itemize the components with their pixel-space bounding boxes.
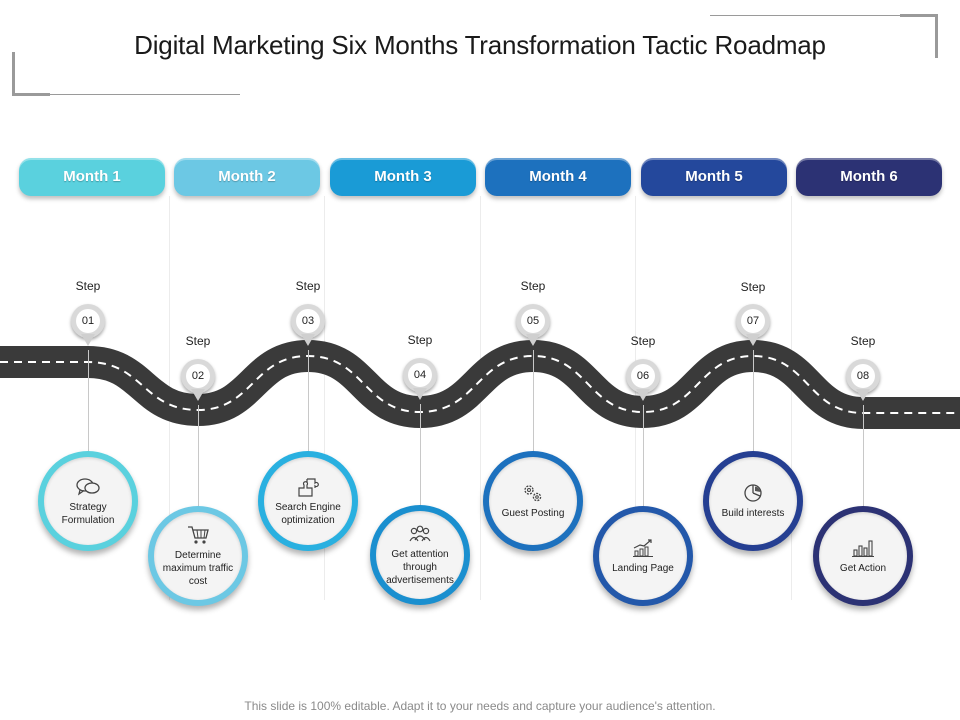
step-1-label: Step [75,279,101,293]
step-2-card: Determine maximum traffic cost [148,506,248,606]
pin-tip [526,334,540,346]
step-2-card-body: Determine maximum traffic cost [154,512,242,600]
step-3-card-body: Search Engine optimization [264,457,352,545]
step-6-number: 06 [631,364,655,388]
pin-tip [636,389,650,401]
step-2-connector [198,405,199,510]
step-3-number: 03 [296,309,320,333]
growth-chart-icon [633,539,653,557]
step-8-pin: 08 [846,359,880,401]
step-6-label: Step [630,334,656,348]
pin-tip [856,389,870,401]
step-2-label: Step [185,334,211,348]
step-6-card: Landing Page [593,506,693,606]
step-3-label: Step [295,279,321,293]
frame-bottom-left-corner-v [12,52,15,96]
step-3-pin: 03 [291,304,325,346]
step-5-card-body: Guest Posting [489,457,577,545]
month-6-header: Month 6 [796,158,942,196]
frame-bottom-left-corner-h [12,93,50,96]
step-7-label: Step [740,280,766,294]
pin-tip [413,388,427,400]
frame-top-right-corner-v [935,14,938,58]
shopping-cart-icon [188,526,209,544]
step-5-label: Step [520,279,546,293]
step-3-connector [308,350,309,455]
pin-tip [191,389,205,401]
pin-tip [746,334,760,346]
bar-chart-icon [852,540,874,557]
step-1-number: 01 [76,309,100,333]
step-4-label: Step [407,333,433,347]
step-1-pin: 01 [71,304,105,346]
pin-tip [81,334,95,346]
step-4-card: Get attention through advertisements [370,505,470,605]
step-1-connector [88,350,89,455]
step-8-label: Step [850,334,876,348]
road-asphalt [0,339,960,429]
step-1-card-body: Strategy Formulation [44,457,132,545]
step-2-text: Determine maximum traffic cost [162,550,234,587]
slide-title: Digital Marketing Six Months Transformat… [134,30,826,60]
road-center-dashes [0,354,960,414]
step-6-connector [643,405,644,510]
step-6-card-body: Landing Page [599,512,687,600]
step-7-text: Build interests [721,508,785,519]
step-8-text: Get Action [839,563,887,574]
step-8-card-body: Get Action [819,512,907,600]
frame-bottom-left-line [12,94,240,95]
step-5-pin: 05 [516,304,550,346]
footer-note: This slide is 100% editable. Adapt it to… [244,699,716,713]
frame-top-right-corner-h [900,14,938,17]
month-5-header: Month 5 [641,158,787,196]
step-8-connector [863,405,864,510]
month-divider [324,196,325,600]
chat-bubbles-icon [76,477,100,496]
step-5-card: Guest Posting [483,451,583,551]
step-5-connector [533,350,534,455]
frame-top-right-line [710,15,938,16]
step-7-number: 07 [741,309,765,333]
step-3-text: Search Engine optimization [275,501,341,526]
step-7-pin: 07 [736,304,770,346]
step-3-card: Search Engine optimization [258,451,358,551]
step-4-pin: 04 [403,358,437,400]
month-4-header: Month 4 [485,158,631,196]
step-2-pin: 02 [181,359,215,401]
step-4-card-body: Get attention through advertisements [376,511,464,599]
step-8-card: Get Action [813,506,913,606]
step-8-number: 08 [851,364,875,388]
month-divider [791,196,792,600]
step-1-text: Strategy Formulation [61,501,115,526]
month-2-header: Month 2 [174,158,320,196]
pin-tip [301,334,315,346]
gears-icon [524,485,542,502]
pie-chart-icon [744,484,762,502]
step-5-number: 05 [521,309,545,333]
puzzle-icon [298,477,319,497]
step-4-number: 04 [408,363,432,387]
step-2-number: 02 [186,364,210,388]
step-5-text: Guest Posting [501,508,565,519]
step-7-card-body: Build interests [709,457,797,545]
people-group-icon [409,525,431,542]
step-7-connector [753,350,754,455]
month-1-header: Month 1 [19,158,165,196]
step-1-card: Strategy Formulation [38,451,138,551]
step-7-card: Build interests [703,451,803,551]
step-6-text: Landing Page [612,563,674,574]
step-4-connector [420,404,421,509]
step-6-pin: 06 [626,359,660,401]
month-3-header: Month 3 [330,158,476,196]
step-4-text: Get attention through advertisements [386,549,454,586]
